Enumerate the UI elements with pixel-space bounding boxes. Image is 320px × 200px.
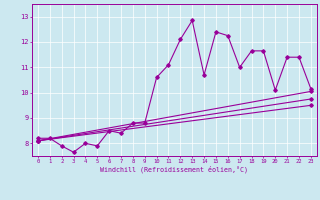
X-axis label: Windchill (Refroidissement éolien,°C): Windchill (Refroidissement éolien,°C): [100, 166, 248, 173]
